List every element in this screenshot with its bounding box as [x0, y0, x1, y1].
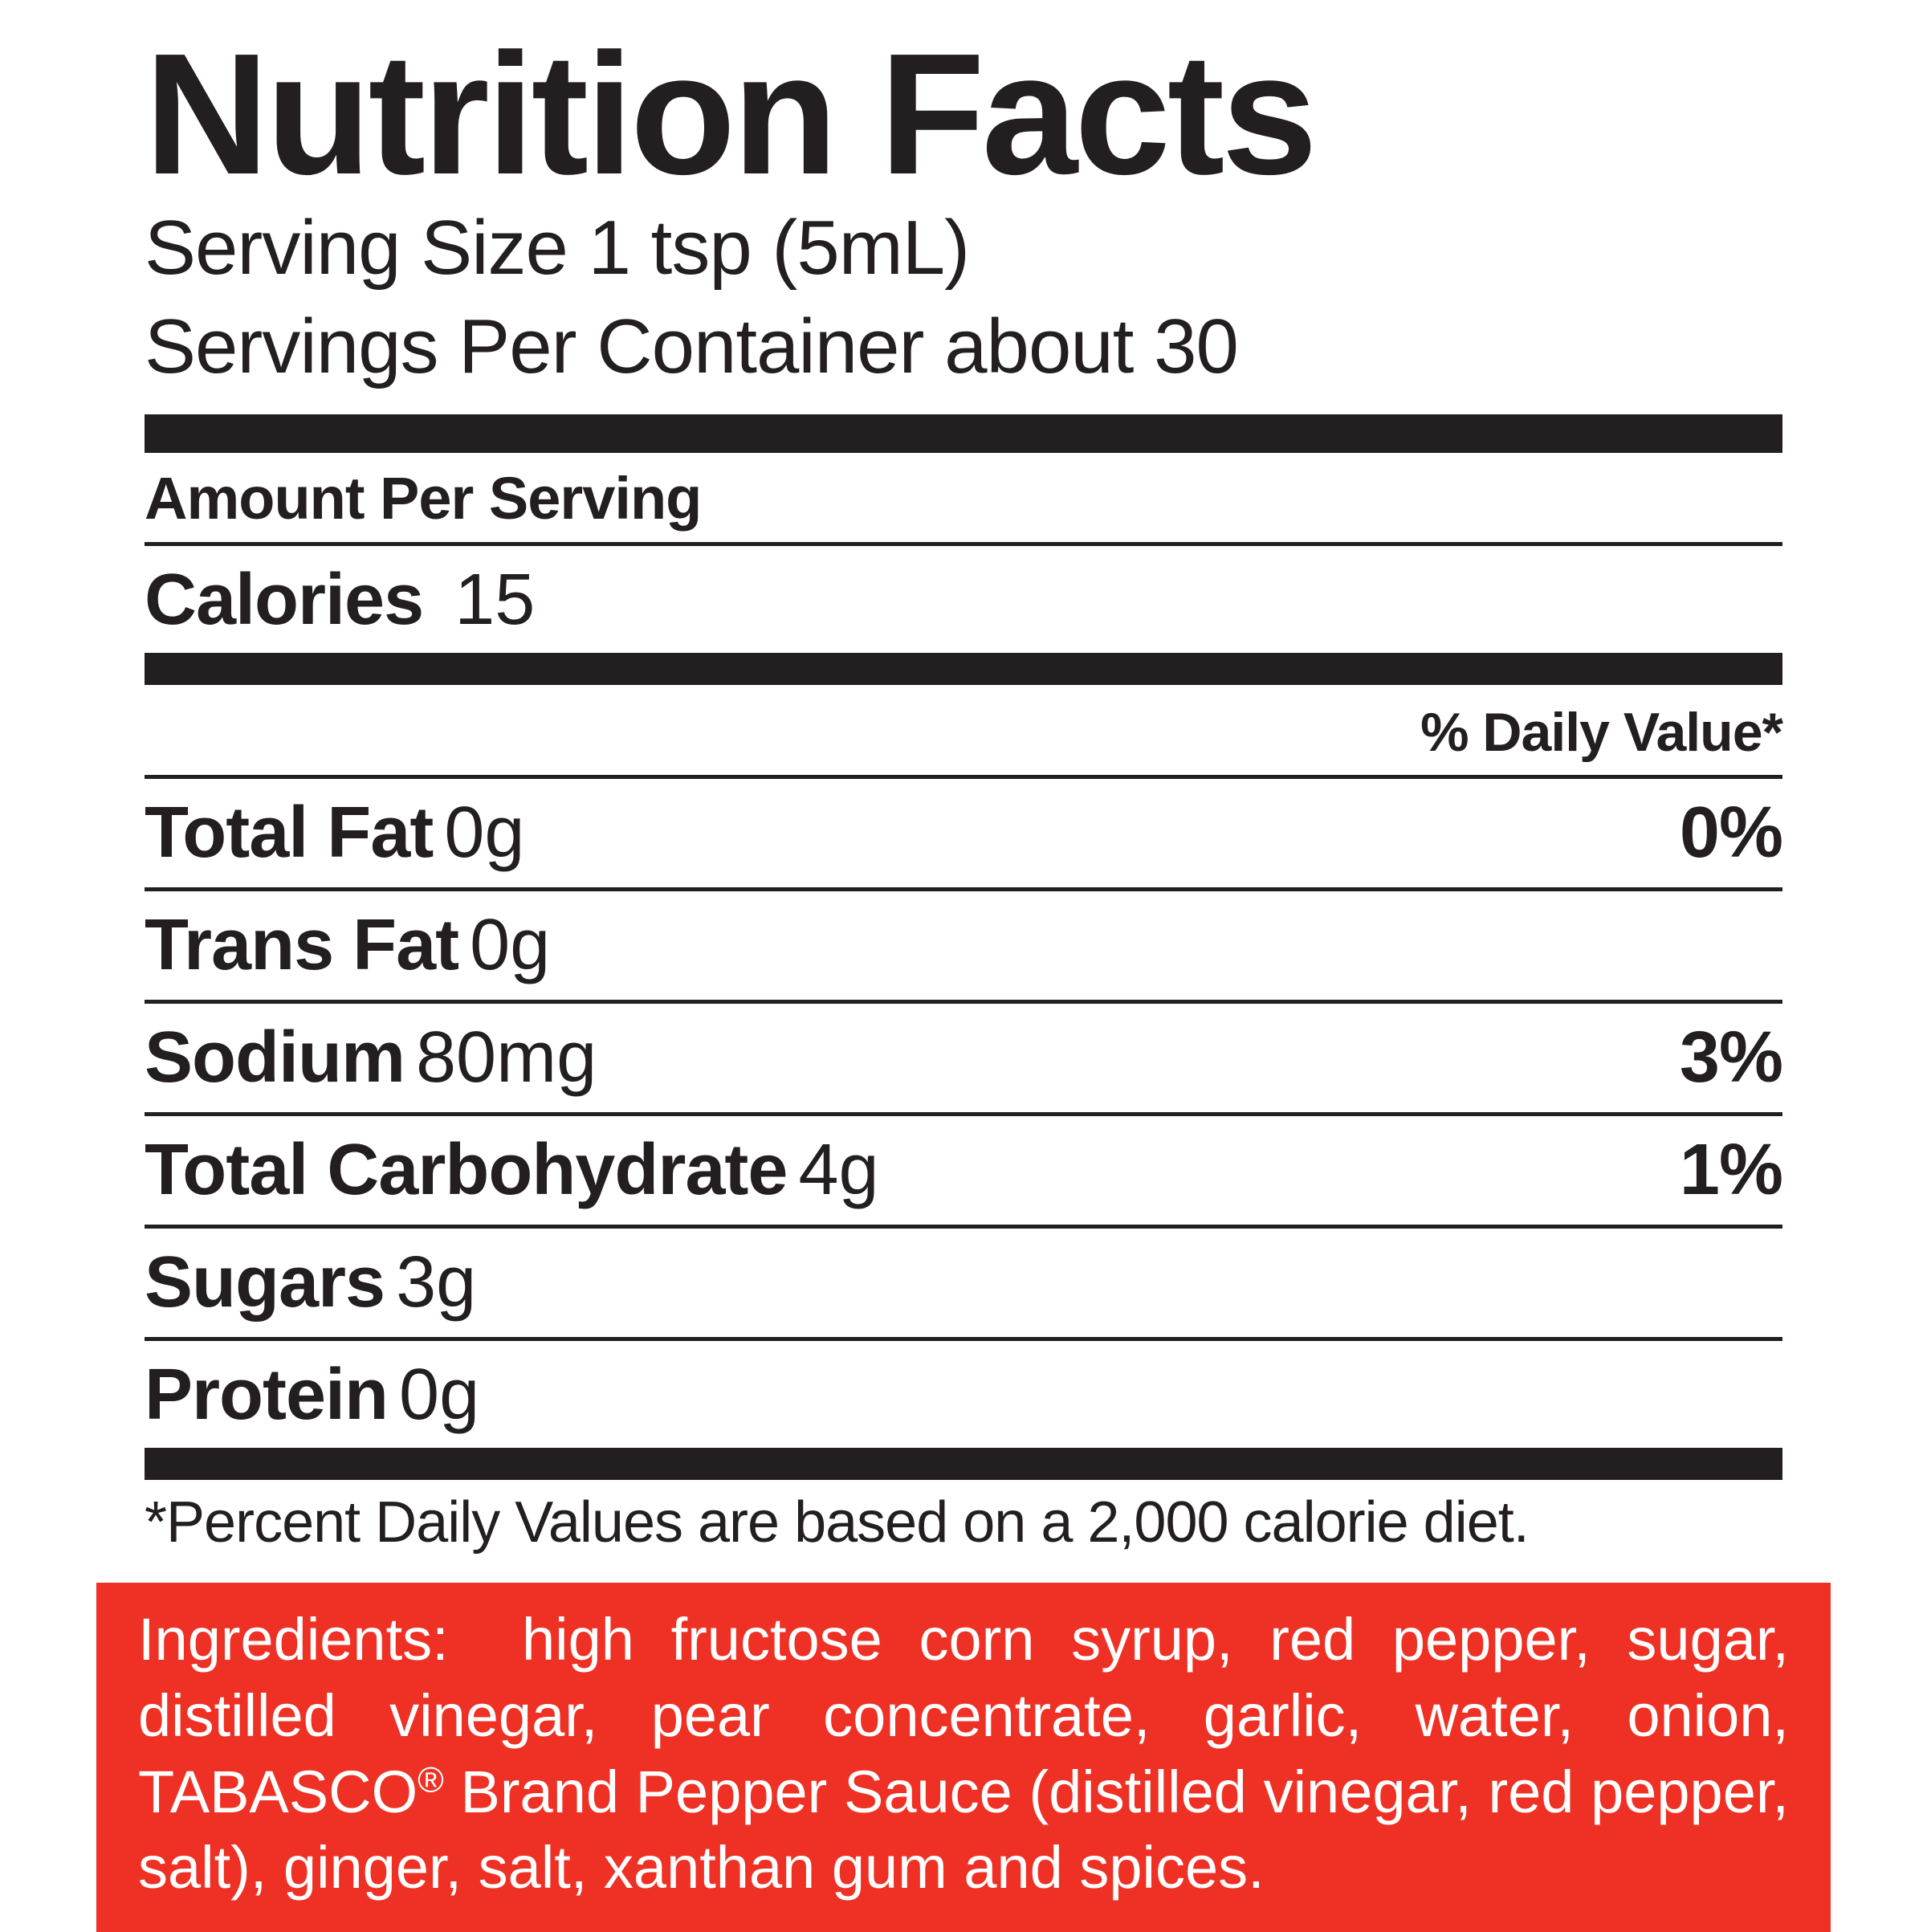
nutrient-value: 0g [444, 793, 524, 873]
amount-per-serving-label: Amount Per Serving [145, 464, 1782, 532]
calories-value: 15 [454, 560, 535, 640]
nutrient-value: 0g [399, 1355, 479, 1435]
nutrient-rows: Total Fat0g0%Trans Fat0gSodium80mg3%Tota… [145, 775, 1782, 1440]
rule [145, 1225, 1782, 1229]
thick-rule-2 [145, 653, 1782, 685]
nutrient-row: Protein0g [145, 1351, 1782, 1440]
rule [145, 542, 1782, 546]
rule [145, 1112, 1782, 1116]
thick-rule-1 [145, 414, 1782, 453]
nutrient-label: Total Fat [145, 793, 433, 873]
nutrient-value: 4g [798, 1130, 878, 1210]
nutrient-value: 80mg [416, 1017, 597, 1098]
servings-per-container: Servings Per Container about 30 [145, 300, 1782, 393]
nutrient-dv: 3% [1680, 1018, 1782, 1098]
nutrient-value: 3g [396, 1242, 476, 1323]
nutrition-white-box: Nutrition Facts Serving Size 1 tsp (5mL)… [96, 0, 1831, 1583]
nutrient-label: Sodium [145, 1017, 405, 1098]
nutrient-value: 0g [470, 905, 550, 985]
nutrient-row: Sodium80mg 3% [145, 1013, 1782, 1103]
rule [145, 887, 1782, 891]
calories-label: Calories [145, 560, 423, 640]
rule [145, 775, 1782, 779]
nutrient-row: Sugars3g [145, 1238, 1782, 1327]
nutrition-facts-panel: Nutrition Facts Serving Size 1 tsp (5mL)… [96, 0, 1831, 1932]
dv-footnote: *Percent Daily Values are based on a 2,0… [145, 1486, 1782, 1559]
nutrient-dv: 0% [1680, 793, 1782, 873]
serving-size: Serving Size 1 tsp (5mL) [145, 201, 1782, 295]
ingredients-label: Ingredients: [138, 1606, 449, 1673]
calories-row: Calories 15 [145, 556, 1782, 645]
nutrient-label: Total Carbohydrate [145, 1130, 787, 1210]
nutrition-title: Nutrition Facts [145, 32, 1782, 196]
ingredients-box: Ingredients: high fructose corn syrup, r… [96, 1583, 1831, 1932]
nutrient-label: Protein [145, 1355, 388, 1435]
nutrient-label: Sugars [145, 1242, 385, 1323]
nutrient-row: Trans Fat0g [145, 901, 1782, 990]
thick-rule-3 [145, 1448, 1782, 1480]
nutrient-row: Total Fat0g 0% [145, 789, 1782, 878]
nutrient-row: Total Carbohydrate4g 1% [145, 1126, 1782, 1215]
rule [145, 1337, 1782, 1341]
nutrient-label: Trans Fat [145, 905, 458, 985]
daily-value-header: % Daily Value* [145, 696, 1782, 765]
nutrient-dv: 1% [1680, 1131, 1782, 1210]
rule [145, 1000, 1782, 1004]
